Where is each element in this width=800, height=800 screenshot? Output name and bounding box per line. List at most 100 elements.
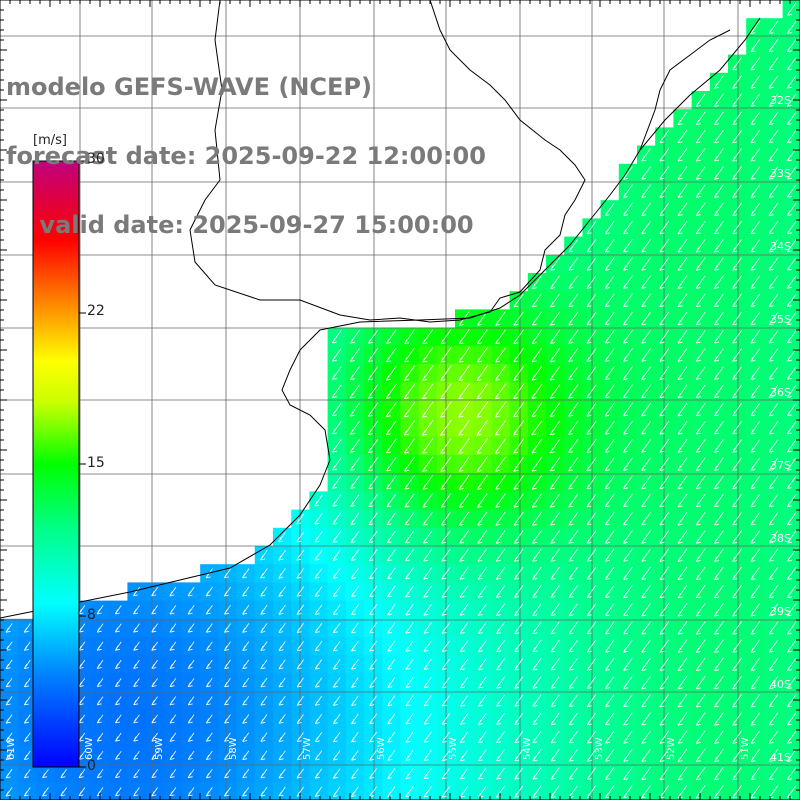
wind-cell	[618, 327, 638, 347]
lon-label: 58W	[228, 737, 239, 760]
wind-cell	[728, 728, 747, 747]
wind-arrow	[169, 678, 177, 688]
wind-arrow	[494, 383, 507, 400]
wind-arrow	[423, 731, 432, 743]
wind-arrow	[623, 475, 633, 490]
wind-arrow	[695, 348, 706, 362]
wind-arrow	[385, 383, 397, 399]
wind-arrow	[786, 311, 797, 326]
wind-cell	[418, 345, 438, 365]
wind-arrow	[550, 621, 560, 635]
wind-cell	[673, 163, 693, 183]
wind-cell	[509, 691, 529, 711]
wind-cell	[655, 345, 674, 365]
wind-arrow	[586, 748, 597, 762]
wind-cell	[145, 618, 165, 638]
wind-arrow	[242, 659, 250, 670]
wind-arrow	[677, 420, 688, 435]
wind-cell	[418, 527, 438, 547]
wind-arrow	[732, 75, 742, 89]
wind-cell	[764, 145, 784, 165]
wind-cell	[655, 746, 674, 765]
wind-arrow	[441, 749, 451, 762]
wind-arrow	[369, 659, 377, 670]
wind-cell	[109, 691, 128, 711]
wind-arrow	[604, 512, 615, 526]
wind-arrow	[641, 694, 651, 708]
wind-arrow	[96, 787, 104, 797]
wind-cell	[709, 145, 729, 165]
wind-cell	[728, 400, 747, 420]
wind-arrow	[349, 439, 360, 453]
wind-cell	[564, 564, 583, 583]
wind-arrow	[586, 257, 597, 271]
wind-arrow	[786, 439, 797, 453]
wind-cell	[709, 564, 729, 583]
wind-arrow	[714, 748, 724, 763]
wind-cell	[91, 618, 110, 638]
wind-arrow	[695, 712, 706, 726]
wind-cell	[364, 728, 383, 747]
wind-cell	[746, 655, 765, 674]
wind-cell	[691, 618, 711, 638]
wind-arrow	[750, 548, 761, 562]
wind-cell	[491, 436, 511, 456]
wind-cell	[527, 436, 547, 456]
wind-arrow	[532, 639, 542, 653]
wind-arrow	[768, 657, 779, 671]
wind-cell	[546, 491, 565, 511]
wind-arrow	[441, 676, 451, 689]
wind-arrow	[441, 585, 451, 598]
wind-cell	[0, 618, 19, 638]
wind-cell	[655, 673, 674, 693]
wind-arrow	[532, 566, 542, 580]
wind-arrow	[586, 785, 597, 799]
wind-arrow	[332, 768, 341, 779]
wind-cell	[527, 527, 547, 547]
wind-cell	[600, 309, 620, 329]
wind-cell	[491, 491, 511, 511]
wind-arrow	[205, 787, 213, 797]
wind-arrow	[96, 769, 104, 779]
wind-arrow	[441, 622, 451, 634]
wind-cell	[218, 728, 238, 747]
wind-arrow	[641, 420, 652, 435]
wind-cell	[764, 455, 784, 474]
wind-arrow	[586, 730, 597, 744]
wind-cell	[236, 637, 256, 656]
wind-arrow	[786, 20, 797, 34]
wind-arrow	[386, 549, 396, 562]
wind-arrow	[568, 366, 579, 381]
wind-cell	[382, 436, 401, 456]
wind-arrow	[568, 293, 579, 308]
wind-cell	[673, 400, 693, 420]
wind-arrow	[496, 676, 505, 689]
wind-arrow	[458, 493, 470, 508]
wind-arrow	[350, 494, 360, 507]
wind-arrow	[476, 438, 488, 454]
wind-arrow	[459, 622, 469, 634]
wind-arrow	[568, 511, 579, 526]
wind-arrow	[768, 493, 779, 508]
wind-arrow	[695, 512, 706, 526]
wind-arrow	[677, 766, 688, 781]
wind-cell	[546, 400, 565, 420]
wind-cell	[182, 691, 201, 711]
wind-cell	[728, 455, 747, 474]
wind-cell	[637, 491, 656, 511]
lat-label: 32S	[770, 94, 791, 107]
wind-arrow	[331, 384, 342, 399]
wind-arrow	[677, 311, 688, 326]
wind-cell	[764, 218, 784, 238]
wind-arrow	[386, 475, 397, 490]
wind-arrow	[605, 676, 615, 689]
wind-arrow	[677, 220, 688, 235]
wind-cell	[764, 273, 784, 292]
wind-cell	[473, 327, 492, 347]
wind-arrow	[423, 622, 432, 634]
wind-arrow	[768, 621, 779, 635]
wind-arrow	[768, 366, 779, 380]
wind-arrow	[786, 657, 797, 671]
wind-arrow	[115, 696, 122, 706]
wind-arrow	[732, 166, 742, 180]
